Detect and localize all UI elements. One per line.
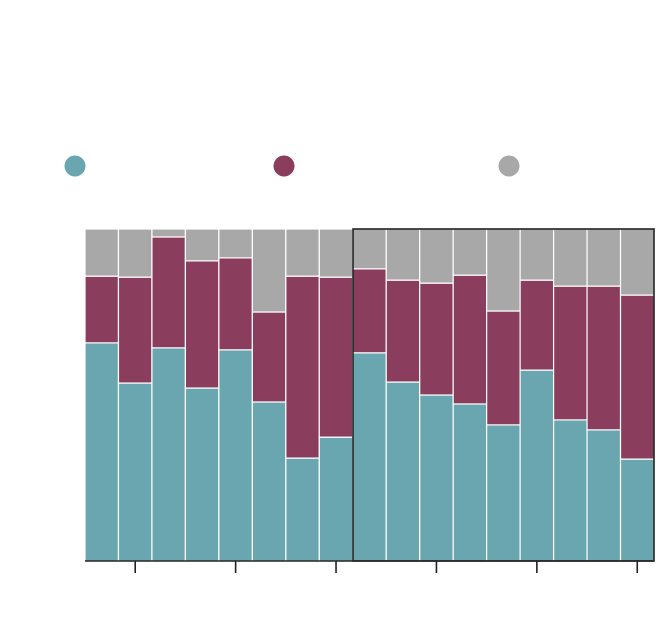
bar-segment	[619, 458, 655, 562]
bar-segment	[151, 228, 187, 238]
bar-segment	[285, 228, 320, 277]
bar-segment	[251, 401, 287, 562]
bar-segment	[619, 228, 655, 296]
bar-segment	[519, 369, 555, 562]
bar-segment	[385, 381, 421, 562]
bar-segment	[452, 403, 488, 562]
bar-segment	[184, 387, 220, 562]
bar-segment	[318, 276, 354, 438]
bar-segment	[151, 236, 187, 349]
bar-segment	[84, 228, 120, 277]
bar-segment	[619, 294, 655, 460]
bar-segment	[385, 228, 421, 281]
bar-segment	[84, 342, 120, 562]
bar-segment	[117, 382, 153, 562]
bar-segment	[486, 310, 521, 426]
bar-segment	[352, 352, 387, 562]
legend-marker	[273, 155, 295, 177]
bar-segment	[419, 394, 454, 562]
bar-segment	[184, 228, 220, 262]
bar-segment	[218, 349, 253, 562]
bar-segment	[419, 228, 454, 284]
bar-segment	[519, 228, 555, 281]
bar-segment	[117, 228, 153, 278]
bar-segment	[586, 429, 622, 562]
bar-segment	[218, 257, 253, 351]
plot-area	[84, 228, 655, 562]
bar-segment	[251, 311, 287, 403]
bar-segment	[385, 279, 421, 383]
bar-segment	[552, 285, 588, 421]
bar-segment	[586, 228, 622, 287]
bar-segment	[486, 228, 521, 312]
bar-segment	[519, 279, 555, 371]
legend-marker	[64, 155, 86, 177]
bar-segment	[218, 228, 253, 259]
bar-segment	[352, 228, 387, 270]
bar-segment	[318, 436, 354, 562]
bar-segment	[552, 419, 588, 562]
bar-segment	[84, 275, 120, 344]
legend-marker	[498, 155, 520, 177]
bar-segment	[285, 275, 320, 459]
bar-segment	[251, 228, 287, 313]
bar-segment	[586, 285, 622, 431]
bar-segment	[419, 282, 454, 396]
bar-segment	[151, 347, 187, 562]
bar-segment	[452, 228, 488, 276]
bar-segment	[318, 228, 354, 278]
bar-segment	[117, 276, 153, 384]
bar-segment	[552, 228, 588, 287]
bar-segment	[452, 274, 488, 405]
bar-segment	[486, 424, 521, 562]
bar-segment	[184, 260, 220, 389]
bar-segment	[285, 457, 320, 562]
bar-segment	[352, 268, 387, 354]
